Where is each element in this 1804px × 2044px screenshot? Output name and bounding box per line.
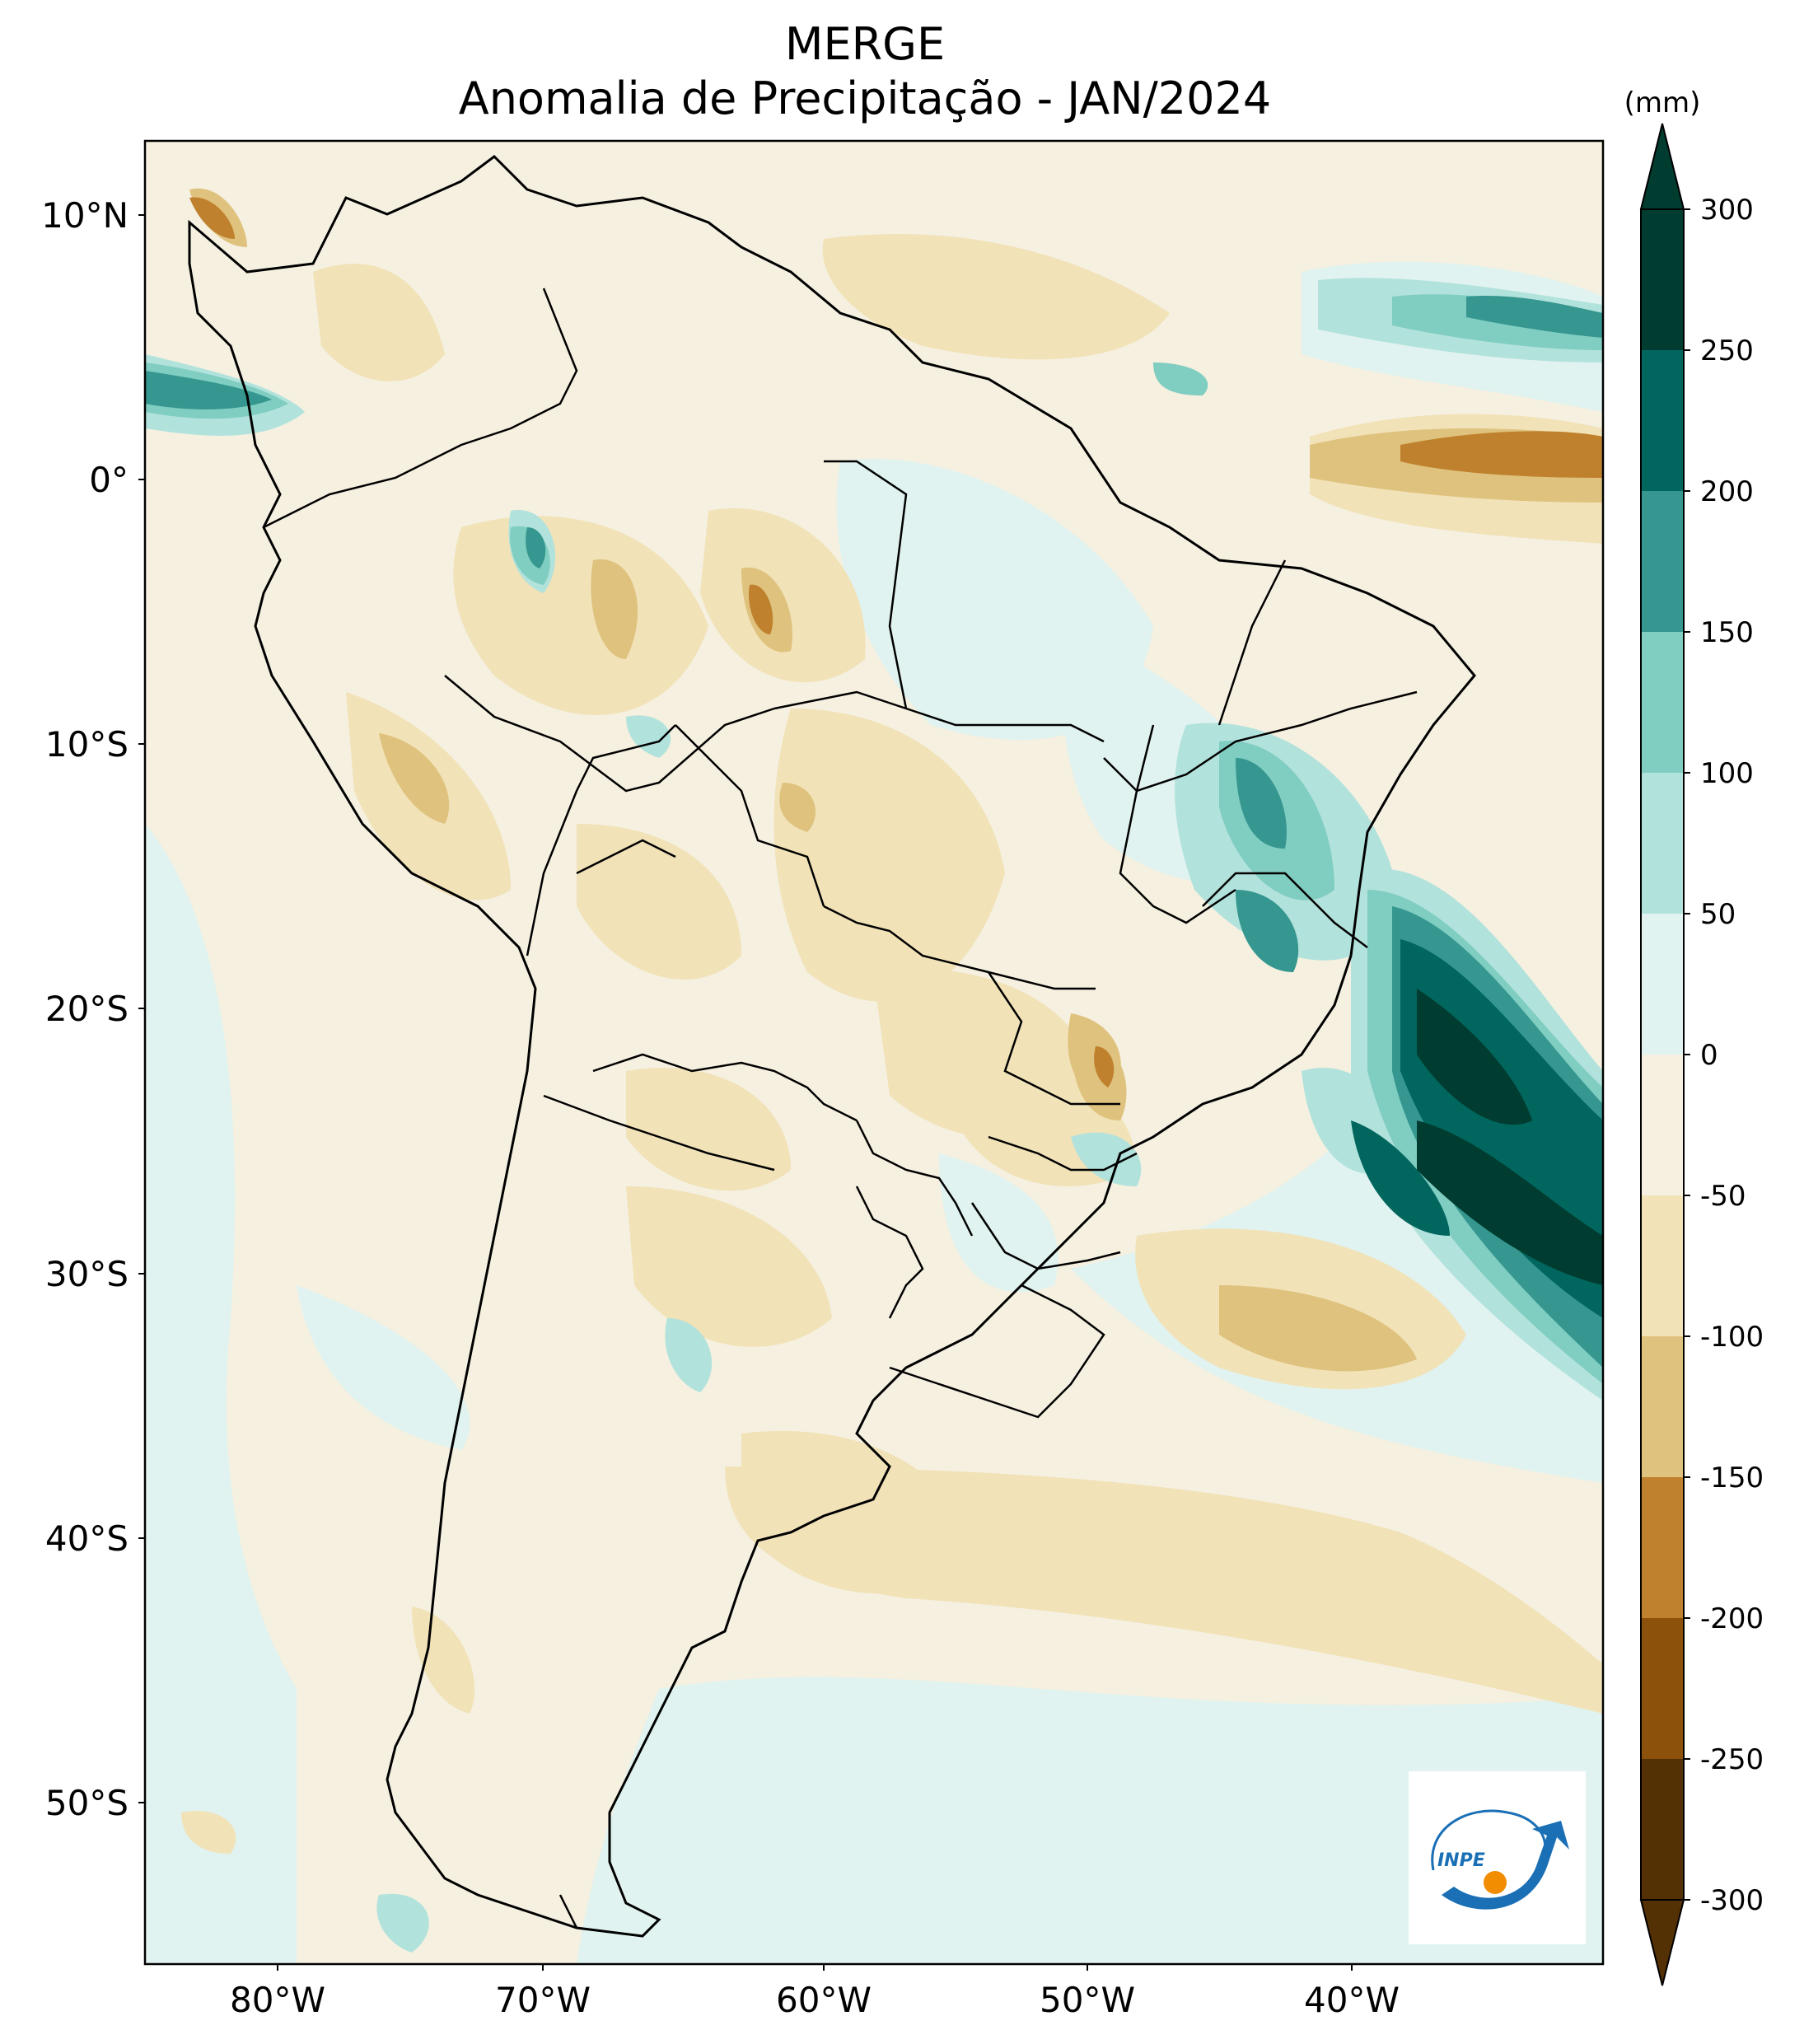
negative-anomaly-strong [189, 197, 1603, 1087]
colorbar-tick-label: -300 [1700, 1884, 1764, 1917]
x-tick-label: 60°W [776, 1980, 872, 2020]
colorbar-segment [1641, 1336, 1684, 1477]
logo-orbit [1431, 1809, 1547, 1871]
continent-outline [188, 155, 1476, 1938]
colorbar-segment [1641, 350, 1684, 491]
y-tick-label: 20°S [45, 989, 129, 1029]
anomaly-field [145, 141, 1603, 1964]
y-tick-label: 40°S [45, 1518, 129, 1559]
x-tick-label: 70°W [495, 1980, 591, 2020]
colorbar-segment [1641, 1055, 1684, 1195]
x-tick-label: 50°W [1040, 1980, 1135, 2020]
inpe-logo-graphic: INPE [1431, 1809, 1569, 1910]
y-tick-label: 50°S [45, 1783, 129, 1823]
colorbar-tick-label: -250 [1700, 1743, 1764, 1776]
colorbar-tick-label: 100 [1700, 757, 1754, 790]
y-tick-label: 30°S [45, 1254, 129, 1294]
logo-text: INPE [1437, 1850, 1485, 1871]
colorbar-tick-label: 150 [1700, 616, 1754, 649]
colorbar-segment [1641, 209, 1684, 350]
inpe-logo: INPE [1409, 1771, 1586, 1944]
map-subtitle: Anomalia de Precipitação - JAN/2024 [458, 72, 1272, 124]
colorbar-tick-label: 0 [1700, 1039, 1718, 1072]
country-borders [263, 288, 1418, 1929]
colorbar-tick-label: -200 [1700, 1602, 1764, 1635]
x-axis: 80°W 70°W 60°W 50°W 40°W [230, 1964, 1400, 2020]
colorbar-segment [1641, 491, 1684, 632]
colorbar-tick-label: 50 [1700, 898, 1736, 931]
map-frame [143, 139, 1605, 1966]
colorbar-segment [1641, 632, 1684, 773]
colorbar-segment [1641, 914, 1684, 1055]
colorbar-tick-label: 250 [1700, 334, 1754, 367]
positive-anomaly-max [1417, 989, 1603, 1285]
colorbar-segment [1641, 1618, 1684, 1759]
logo-sun-icon [1484, 1871, 1507, 1894]
colorbar-tick-label: -50 [1700, 1180, 1746, 1213]
y-tick-label: 10°S [45, 724, 129, 765]
colorbar-segment [1641, 1477, 1684, 1618]
colorbar-tick-label: -150 [1700, 1462, 1764, 1494]
colorbar-tick-label: 200 [1700, 475, 1754, 508]
logo-arrow-icon [1442, 1821, 1569, 1910]
colorbar-segment [1641, 773, 1684, 914]
colorbar-extend-min [1639, 1899, 1685, 1986]
y-tick-label: 10°N [41, 195, 129, 236]
map-title: MERGE [784, 18, 946, 70]
y-axis: 10°N 0° 10°S 20°S 30°S 40°S 50°S [41, 195, 145, 1823]
colorbar-segment [1641, 1195, 1684, 1336]
colorbar-extend-max [1639, 123, 1685, 210]
colorbar-unit: (mm) [1624, 87, 1701, 119]
colorbar-segment [1641, 1759, 1684, 1900]
x-tick-label: 80°W [230, 1980, 325, 2020]
colorbar: (mm) 300 250 200 150 100 50 0 -50 -100 -150 -200 -2… [1624, 87, 1764, 1986]
colorbar-tick-label: -100 [1700, 1321, 1764, 1354]
y-tick-label: 0° [89, 460, 129, 500]
colorbar-tick-label: 300 [1700, 194, 1754, 227]
x-tick-label: 40°W [1304, 1980, 1400, 2020]
